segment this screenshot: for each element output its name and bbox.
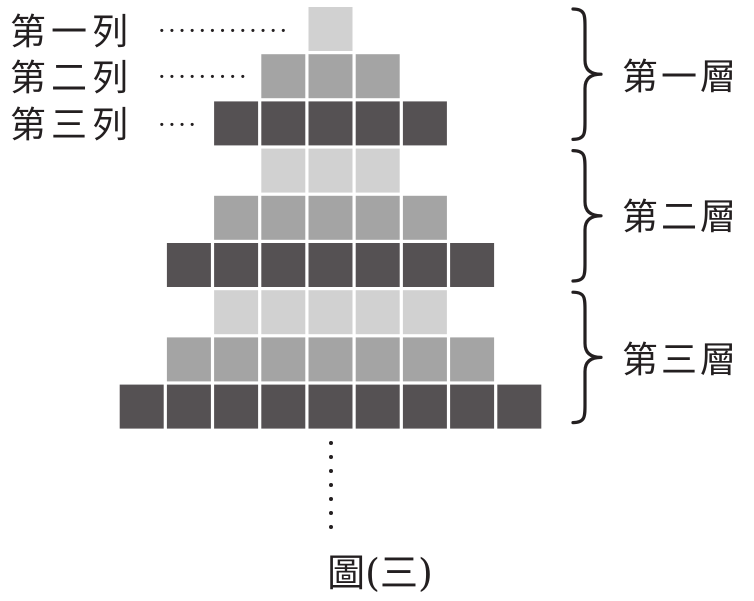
row-labels: 第一列 ············· 第二列 ········· 第三列 ···· [10,12,290,146]
tile-layer2-row3-1 [166,243,211,287]
tile-layer2-row3-3 [261,243,306,287]
tile-layer1-row3-1 [214,101,259,146]
tile-layer3-row3-3 [214,384,259,429]
tile-layer3-row3-1 [119,384,164,429]
tile-layer3-row1-1 [214,290,259,335]
tile-layer1-row1-1 [308,7,353,51]
layer-3-tiles [119,290,542,429]
tile-layer3-row3-4 [261,384,306,429]
figure-caption: 圖(三) [327,551,433,595]
tile-pyramid [119,7,542,429]
tile-layer3-row2-2 [214,337,259,382]
tile-layer3-row2-5 [355,337,400,382]
tile-layer2-row3-7 [450,243,495,287]
layer-2-tiles [166,148,495,287]
row-leader-3: ···· [158,111,199,139]
continuation-dot [329,441,333,445]
continuation-dot [329,483,333,487]
tile-layer1-row3-3 [308,101,353,146]
tile-layer2-row2-3 [308,195,353,240]
tile-layer1-row2-3 [355,54,400,99]
row-leader-2: ········· [158,63,249,91]
tile-layer3-row2-1 [166,337,211,382]
continuation-dot [329,497,333,501]
tile-layer3-row2-3 [261,337,306,382]
layer-1-tiles [214,7,447,146]
continuation-dot [329,511,333,515]
row-label-2: 第二列 [10,58,133,99]
continuation-dot [329,525,333,529]
layer-label-1: 第一層 [622,57,739,98]
tile-layer1-row3-5 [402,101,447,146]
tile-layer1-row3-4 [355,101,400,146]
tile-layer2-row1-2 [308,148,353,193]
tile-layer1-row2-2 [308,54,353,99]
layer-label-3: 第三層 [622,340,739,381]
layer-braces [571,7,603,425]
tile-layer3-row1-2 [261,290,306,335]
tile-layer1-row2-1 [261,54,306,99]
layer-brace-1 [571,7,603,141]
layer-brace-3 [571,290,603,425]
tile-layer2-row2-1 [214,195,259,240]
continuation-dot [329,455,333,459]
row-label-3: 第三列 [10,105,133,146]
layer-label-2: 第二層 [622,197,739,238]
row-label-1: 第一列 [10,12,133,53]
tile-layer2-row2-5 [402,195,447,240]
tile-layer3-row1-5 [402,290,447,335]
continuation-dots [329,441,333,529]
tile-layer3-row3-2 [166,384,211,429]
tile-layer3-row1-4 [355,290,400,335]
tile-layer3-row2-7 [450,337,495,382]
layer-brace-2 [571,149,603,283]
tile-layer2-row3-6 [402,243,447,287]
tile-layer2-row3-4 [308,243,353,287]
tile-layer3-row2-4 [308,337,353,382]
tile-layer2-row2-4 [355,195,400,240]
layer-labels: 第一層 第二層 第三層 [622,57,739,381]
tile-layer3-row3-7 [402,384,447,429]
tile-layer2-row2-2 [261,195,306,240]
tile-layer3-row3-5 [308,384,353,429]
row-leader-1: ············· [158,17,290,45]
tile-layer3-row1-3 [308,290,353,335]
tile-layer2-row3-5 [355,243,400,287]
tile-layer1-row3-2 [261,101,306,146]
tile-layer2-row3-2 [214,243,259,287]
tile-layer3-row3-9 [497,384,542,429]
tile-layer3-row2-6 [402,337,447,382]
tile-layer2-row1-3 [355,148,400,193]
tile-layer3-row3-6 [355,384,400,429]
tile-layer3-row3-8 [450,384,495,429]
continuation-dot [329,469,333,473]
tile-layer2-row1-1 [261,148,306,193]
